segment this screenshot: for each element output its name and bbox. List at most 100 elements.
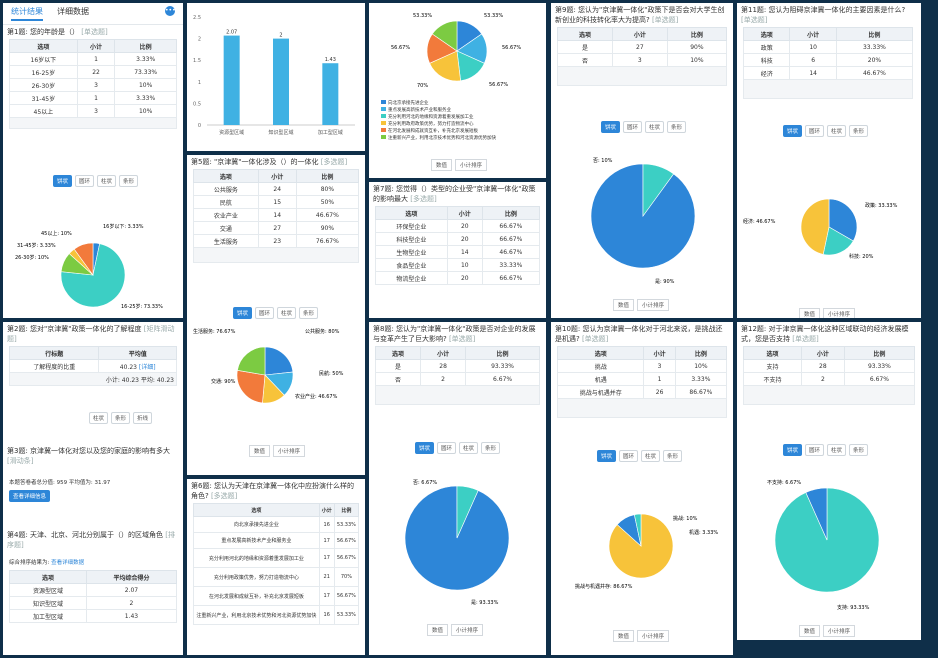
sort-button[interactable]: 小计排序 bbox=[823, 308, 856, 318]
legend-item: 在河北发展和成就资互补，补充北京发展短板 bbox=[381, 128, 496, 135]
tab-stats[interactable]: 统计结果 bbox=[11, 6, 43, 21]
bar[interactable] bbox=[223, 35, 240, 125]
panel-q2-q4: 第2题: 您对"京津冀"政策一体化的了解程度 [矩阵滑动题] 行标题 平均值 了解… bbox=[3, 322, 183, 655]
detail-link[interactable]: [详细] bbox=[138, 363, 156, 371]
ring-button[interactable]: 圆环 bbox=[805, 444, 825, 456]
value-button[interactable]: 数值 bbox=[249, 445, 271, 457]
pie-slice[interactable] bbox=[431, 20, 458, 52]
column-button[interactable]: 柱状 bbox=[277, 307, 297, 319]
pie-button[interactable]: 饼状 bbox=[233, 307, 253, 319]
bar-button[interactable]: 条形 bbox=[299, 307, 319, 319]
ring-button[interactable]: 圆环 bbox=[805, 125, 825, 137]
value-button[interactable]: 数值 bbox=[613, 630, 635, 642]
column-button[interactable]: 柱状 bbox=[97, 175, 117, 187]
y-tick-label: 1.5 bbox=[193, 58, 201, 64]
bar[interactable] bbox=[273, 38, 289, 125]
legend-item: 充分利用河北的地缘和资源着重发展加工业 bbox=[381, 114, 496, 121]
column-button[interactable]: 柱状 bbox=[827, 444, 847, 456]
ring-button[interactable]: 圆环 bbox=[255, 307, 275, 319]
sort-button[interactable]: 小计排序 bbox=[637, 299, 670, 311]
panel-q12: 第12题: 对于津京冀一体化这种区域联动的经济发展模式，您是否支持 [单选题] … bbox=[737, 322, 921, 640]
pie-slice[interactable] bbox=[800, 198, 830, 255]
sort-button[interactable]: 小计排序 bbox=[455, 159, 488, 171]
legend-swatch bbox=[381, 128, 386, 132]
pie-button[interactable]: 饼状 bbox=[783, 125, 803, 137]
table-row: 26-30岁 3 10% bbox=[9, 78, 177, 92]
pie-slice[interactable] bbox=[237, 346, 266, 376]
question-title: 第8题: 您认为"京津冀一体化"政策是否对企业的发展与变革产生了巨大影响? [单… bbox=[373, 325, 536, 343]
q4-table: 选项 平均综合得分 资源型区域 2.07 知识型区域 2 加工型区域 1.43 bbox=[9, 570, 178, 623]
view-data-link[interactable]: 查看详细数据 bbox=[51, 560, 85, 566]
line-button[interactable]: 折线 bbox=[133, 412, 153, 424]
ring-button[interactable]: 圆环 bbox=[623, 121, 643, 133]
column-button[interactable]: 柱状 bbox=[89, 412, 109, 424]
legend-swatch bbox=[381, 135, 386, 139]
view-detail-button[interactable]: 查看详细信息 bbox=[9, 490, 51, 502]
q12-table: 选项 小计 比例 支持 28 93.33% 不支持 2 6.67% bbox=[743, 346, 916, 405]
y-tick-label: 0 bbox=[198, 123, 201, 129]
question-title: 第6题: 您认为天津在京津冀一体化中应扮演什么样的角色? [多选题] bbox=[191, 482, 355, 500]
y-tick-label: 2 bbox=[198, 37, 201, 43]
column-button[interactable]: 柱状 bbox=[645, 121, 665, 133]
value-button[interactable]: 数值 bbox=[613, 299, 635, 311]
value-button[interactable]: 数值 bbox=[427, 624, 449, 636]
pie-button[interactable]: 饼状 bbox=[597, 450, 617, 462]
pie-slice[interactable] bbox=[236, 369, 266, 404]
table-row: 充分利用政策优势，努力打造物流中心 21 70% bbox=[193, 567, 360, 587]
ring-button[interactable]: 圆环 bbox=[75, 175, 95, 187]
pie-label: 否: 10% bbox=[593, 158, 613, 164]
pie-slice[interactable] bbox=[429, 50, 461, 82]
sort-button[interactable]: 小计排序 bbox=[823, 625, 856, 637]
pie-slice[interactable] bbox=[805, 487, 828, 541]
q2-table: 行标题 平均值 了解程度的比重 40.23 [详细] 小计: 40.23 平均: 4… bbox=[8, 346, 177, 386]
pie-button[interactable]: 饼状 bbox=[601, 121, 621, 133]
q5-table: 选项 小计 比例 公共服务 24 80% 民航 15 50% 农业产业 14 46.67% 交通… bbox=[193, 169, 360, 263]
question-title: 第1题: 您的年龄是（） [单选题] bbox=[7, 28, 108, 36]
bar-button[interactable]: 条形 bbox=[119, 175, 139, 187]
column-button[interactable]: 柱状 bbox=[641, 450, 661, 462]
panel-q8: 第8题: 您认为"京津冀一体化"政策是否对企业的发展与变革产生了巨大影响? [单… bbox=[369, 322, 546, 655]
bar-button[interactable]: 条形 bbox=[663, 450, 683, 462]
bar-button[interactable]: 条形 bbox=[111, 412, 131, 424]
pie-slice[interactable] bbox=[828, 198, 858, 242]
pie-button[interactable]: 饼状 bbox=[783, 444, 803, 456]
tab-detail[interactable]: 详细数据 bbox=[57, 7, 89, 16]
value-button[interactable]: 数值 bbox=[431, 159, 453, 171]
chart-type-buttons: 饼状 圆环 柱状 条形 bbox=[783, 444, 869, 456]
bar-button[interactable]: 条形 bbox=[849, 444, 869, 456]
value-button[interactable]: 数值 bbox=[799, 308, 821, 318]
bar-button[interactable]: 条形 bbox=[667, 121, 687, 133]
pie-button[interactable]: 饼状 bbox=[415, 442, 435, 454]
sort-button[interactable]: 小计排序 bbox=[273, 445, 306, 457]
legend-swatch bbox=[381, 114, 386, 118]
q8-pie-chart: 否: 6.67% 是: 93.33% bbox=[404, 480, 510, 606]
pie-button[interactable]: 饼状 bbox=[53, 175, 73, 187]
table-row: 否 3 10% bbox=[557, 53, 728, 67]
column-button[interactable]: 柱状 bbox=[459, 442, 479, 454]
pie-slice[interactable] bbox=[73, 242, 94, 276]
panel-q6: 第6题: 您认为天津在京津冀一体化中应扮演什么样的角色? [多选题] 选项 小计比… bbox=[187, 479, 365, 655]
y-tick-label: 2.5 bbox=[193, 15, 201, 21]
pie-slice[interactable] bbox=[642, 163, 674, 217]
table-row: 公共服务 24 80% bbox=[193, 182, 360, 196]
pie-slice[interactable] bbox=[608, 513, 674, 579]
panel-q10: 第10题: 您认为京津冀一体化对于河北来说，是挑战还是机遇? [单选题] 选项小… bbox=[551, 322, 733, 655]
q7-table: 选项 小计 比例 环保型企业 20 66.67% 科技型企业 20 66.67% 生物型企业… bbox=[375, 206, 541, 285]
ring-button[interactable]: 圆环 bbox=[437, 442, 457, 454]
ring-button[interactable]: 圆环 bbox=[619, 450, 639, 462]
more-icon[interactable]: ••• bbox=[165, 6, 176, 16]
bar[interactable] bbox=[322, 63, 339, 125]
bar-button[interactable]: 条形 bbox=[481, 442, 501, 454]
pie-label: 公共服务: 80% bbox=[305, 328, 340, 335]
pie-slice[interactable] bbox=[456, 485, 479, 539]
table-row: 注重新兴产业，利用北京技术优势和河北资源优势加快 16 53.33% bbox=[193, 605, 360, 625]
sort-button[interactable]: 小计排序 bbox=[637, 630, 670, 642]
pie-slice[interactable] bbox=[633, 513, 642, 547]
bar-button[interactable]: 条形 bbox=[849, 125, 869, 137]
pie-label: 生活服务: 76.67% bbox=[193, 328, 236, 335]
value-button[interactable]: 数值 bbox=[799, 625, 821, 637]
sort-button[interactable]: 小计排序 bbox=[451, 624, 484, 636]
pie-slice[interactable] bbox=[264, 346, 294, 376]
column-button[interactable]: 柱状 bbox=[827, 125, 847, 137]
q9-table: 选项 小计 比例 是 27 90% 否 3 10% bbox=[557, 27, 728, 86]
